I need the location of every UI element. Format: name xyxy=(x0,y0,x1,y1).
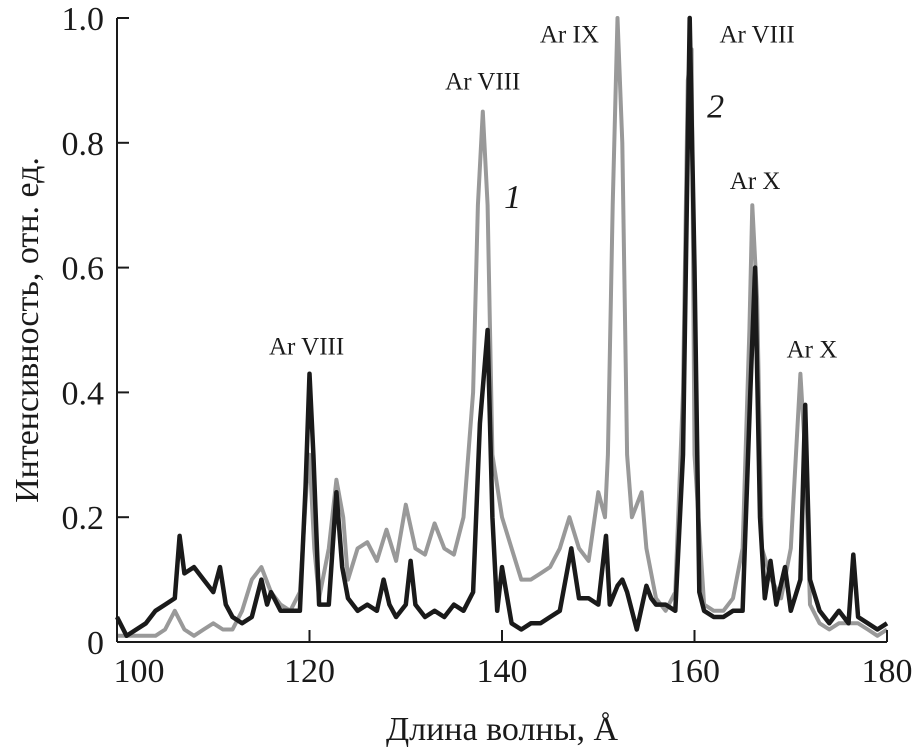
y-tick-label: 1.0 xyxy=(62,1,105,38)
series-2-line xyxy=(114,15,889,639)
peak-label: Ar X xyxy=(730,168,781,195)
curve-number-label: 1 xyxy=(504,179,521,216)
peak-label: Ar VIII xyxy=(269,334,344,361)
y-tick-label: 0.2 xyxy=(62,500,105,537)
axes: 100 120 140 160 180 0 0.2 0.4 0.6 0.8 1.0 xyxy=(62,1,913,690)
y-axis-title: Интенсивность, отн. ед. xyxy=(9,157,46,503)
peak-label: Ar VIII xyxy=(445,68,520,95)
series-1-line xyxy=(117,16,889,638)
peak-label: Ar X xyxy=(787,337,838,364)
x-tick-label: 160 xyxy=(669,653,720,690)
x-axis-title: Длина волны, Å xyxy=(386,711,619,748)
x-tick-label: 100 xyxy=(114,653,165,690)
y-tick-label: 0.8 xyxy=(62,126,105,163)
y-tick-label: 0.4 xyxy=(62,375,105,412)
curve-number-label: 2 xyxy=(707,88,724,125)
peak-label: Ar VIII xyxy=(719,22,794,49)
x-tick-label: 120 xyxy=(284,653,335,690)
peak-label: Ar IX xyxy=(540,22,599,49)
curves xyxy=(114,15,889,639)
x-tick-label: 140 xyxy=(477,653,528,690)
y-tick-label: 0.6 xyxy=(62,251,105,288)
x-tick-label: 180 xyxy=(862,653,913,690)
annotations: Ar VIII Ar VIII Ar IX Ar VIII Ar X Ar X 1 2 xyxy=(269,22,837,364)
y-tick-label: 0 xyxy=(87,625,104,662)
